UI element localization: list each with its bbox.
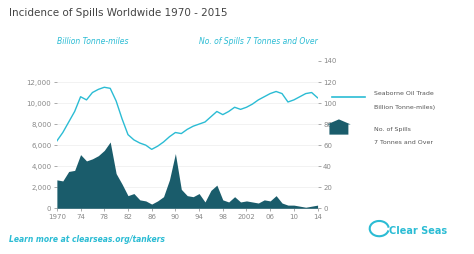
Text: No. of Spills 7 Tonnes and Over: No. of Spills 7 Tonnes and Over bbox=[199, 37, 318, 46]
Text: Incidence of Spills Worldwide 1970 - 2015: Incidence of Spills Worldwide 1970 - 201… bbox=[9, 8, 228, 18]
Text: Billion Tonne-miles): Billion Tonne-miles) bbox=[374, 105, 436, 110]
Text: Learn more at clearseas.org/tankers: Learn more at clearseas.org/tankers bbox=[9, 235, 165, 244]
Text: Clear Seas: Clear Seas bbox=[389, 226, 447, 236]
Text: Billion Tonne-miles: Billion Tonne-miles bbox=[57, 37, 128, 46]
Text: 7 Tonnes and Over: 7 Tonnes and Over bbox=[374, 140, 433, 145]
Text: No. of Spills: No. of Spills bbox=[374, 127, 411, 132]
Text: Seaborne Oil Trade: Seaborne Oil Trade bbox=[374, 91, 434, 97]
